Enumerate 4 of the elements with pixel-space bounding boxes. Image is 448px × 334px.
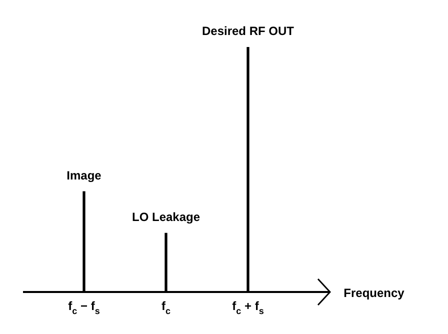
annotation: Desired RF OUT [202,24,295,38]
x-axis-title: Frequency [344,286,405,300]
annotation: LO Leakage [132,210,200,224]
annotation: Image [66,168,102,183]
